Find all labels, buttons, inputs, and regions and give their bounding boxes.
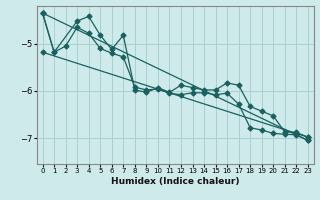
X-axis label: Humidex (Indice chaleur): Humidex (Indice chaleur) <box>111 177 239 186</box>
